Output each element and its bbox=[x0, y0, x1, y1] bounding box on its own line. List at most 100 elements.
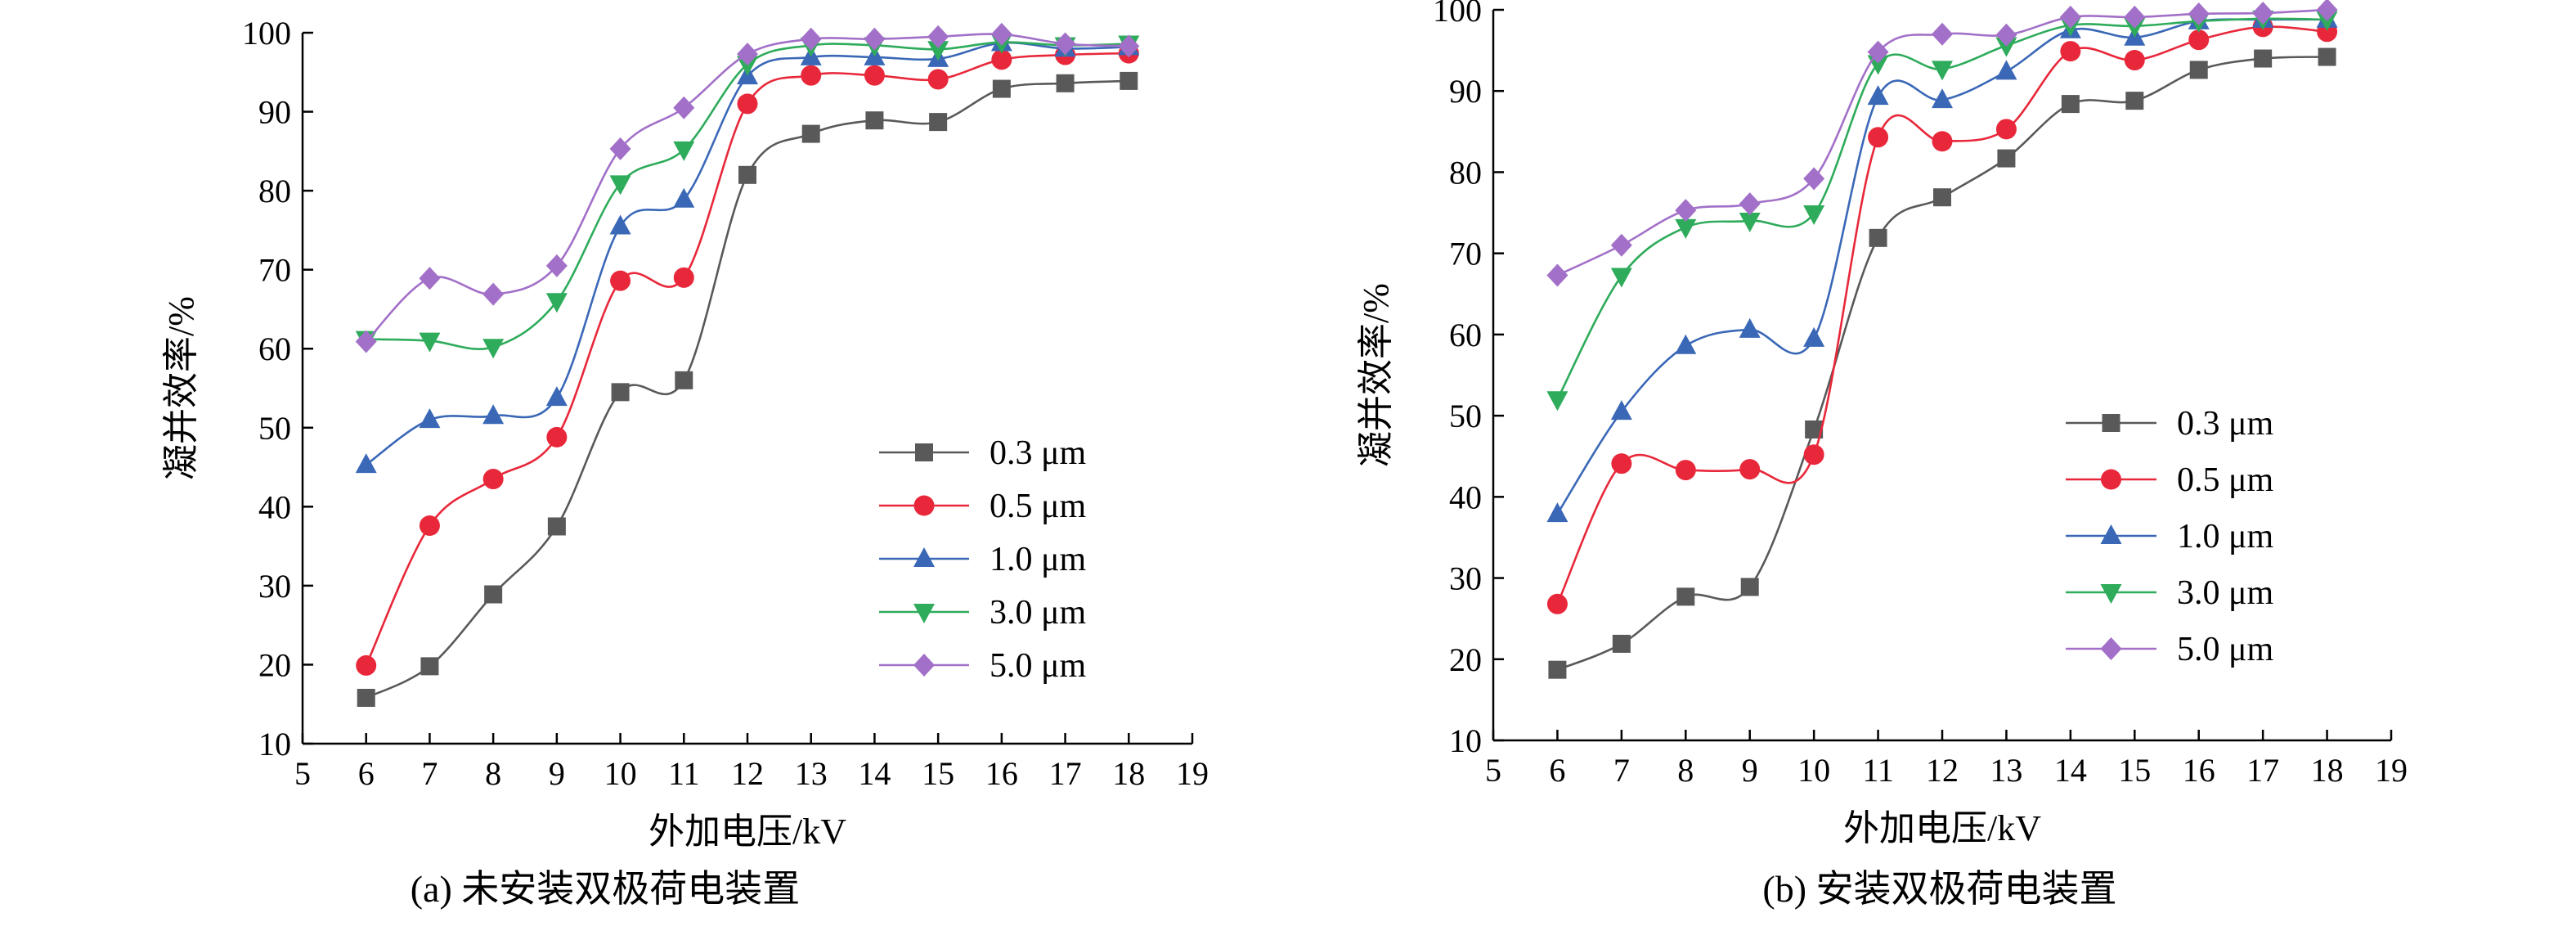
data-point bbox=[1932, 88, 1953, 109]
panel-b: 5 6 7 8 9 10 11 12 13 14 15 16 17 18 19 10 20 30 40 50 60 70 8… bbox=[1356, 0, 2408, 910]
data-point bbox=[1546, 593, 1568, 614]
data-point bbox=[611, 383, 630, 402]
data-point bbox=[737, 43, 758, 66]
x-tick-label: 17 bbox=[1049, 755, 1082, 792]
data-point bbox=[1803, 167, 1825, 191]
x-tick-label: 7 bbox=[421, 755, 438, 792]
x-tick-label: 13 bbox=[1990, 752, 2022, 789]
x-tick-label: 11 bbox=[668, 755, 700, 792]
legend-label: 0.5 μm bbox=[990, 488, 1087, 525]
x-axis-label: 外加电压/kV bbox=[1843, 808, 2041, 848]
x-tick-label: 5 bbox=[1485, 752, 1501, 789]
data-point bbox=[419, 515, 440, 537]
data-point bbox=[1546, 391, 1568, 412]
x-tick-label: 11 bbox=[1862, 752, 1894, 789]
legend-item: 1.0 μm bbox=[2066, 518, 2274, 555]
x-tick-label: 9 bbox=[549, 755, 565, 792]
data-point bbox=[546, 426, 568, 448]
data-point bbox=[1054, 32, 1076, 56]
y-axis-label: 凝并效率/% bbox=[1356, 283, 1396, 467]
x-tick-label: 12 bbox=[731, 755, 764, 792]
data-point bbox=[482, 469, 504, 490]
data-point bbox=[2061, 95, 2080, 114]
panel-caption: (b) 安装双极荷电装置 bbox=[1762, 868, 2116, 910]
data-point bbox=[1056, 74, 1075, 92]
y-tick-label: 80 bbox=[258, 173, 291, 209]
data-point bbox=[992, 79, 1011, 98]
legend-item: 5.0 μm bbox=[879, 647, 1087, 685]
x-tick-label: 5 bbox=[294, 755, 311, 792]
data-point bbox=[610, 270, 631, 291]
data-point bbox=[356, 654, 377, 676]
legend-label: 0.3 μm bbox=[2177, 405, 2274, 443]
data-point bbox=[1118, 34, 1140, 58]
y-axis-label: 凝并效率/% bbox=[161, 296, 201, 480]
data-point bbox=[609, 175, 631, 196]
data-point bbox=[1739, 192, 1761, 216]
data-point bbox=[673, 141, 695, 161]
data-point bbox=[1739, 317, 1761, 338]
data-point bbox=[1610, 268, 1632, 288]
series-2 bbox=[1546, 7, 2338, 523]
legend-marker bbox=[913, 495, 935, 516]
data-point bbox=[2318, 47, 2336, 66]
data-point bbox=[1675, 218, 1697, 239]
data-point bbox=[1675, 199, 1697, 223]
data-point bbox=[1546, 502, 1568, 523]
data-point bbox=[1932, 61, 1953, 81]
series-1 bbox=[1546, 16, 2338, 614]
data-point bbox=[2252, 1, 2274, 25]
y-tick-label: 100 bbox=[1433, 0, 1482, 29]
data-point bbox=[2188, 2, 2210, 25]
legend-marker bbox=[913, 604, 935, 623]
legend-item: 5.0 μm bbox=[2066, 631, 2274, 668]
series-4 bbox=[1546, 0, 2338, 287]
x-tick-label: 19 bbox=[1176, 755, 1209, 792]
data-point bbox=[482, 404, 505, 425]
y-tick-label: 10 bbox=[1449, 722, 1482, 759]
y-tick-label: 80 bbox=[1449, 154, 1482, 191]
data-point bbox=[1611, 453, 1632, 474]
data-point bbox=[2124, 50, 2145, 71]
data-point bbox=[547, 517, 566, 536]
data-point bbox=[2254, 49, 2273, 68]
legend: 0.3 μm 0.5 μm 1.0 μm 3.0 μm 5.0 μm bbox=[2066, 405, 2274, 668]
y-tick-label: 60 bbox=[1449, 317, 1482, 353]
data-point bbox=[927, 25, 949, 48]
legend-marker bbox=[2102, 414, 2120, 432]
data-point bbox=[355, 453, 377, 474]
data-point bbox=[2059, 5, 2081, 29]
data-point bbox=[1995, 37, 2017, 57]
data-point bbox=[1805, 420, 1824, 439]
x-tick-label: 12 bbox=[1926, 752, 1959, 789]
data-point bbox=[673, 96, 695, 119]
y-tick-label: 50 bbox=[1449, 398, 1482, 434]
data-point bbox=[419, 332, 441, 353]
x-tick-label: 14 bbox=[858, 755, 891, 792]
legend-item: 0.3 μm bbox=[2066, 405, 2274, 443]
data-point bbox=[738, 165, 756, 184]
legend-label: 0.3 μm bbox=[990, 434, 1087, 472]
legend-marker bbox=[2100, 637, 2122, 660]
data-point bbox=[1867, 40, 1889, 64]
data-point bbox=[482, 282, 505, 306]
y-tick-label: 90 bbox=[258, 94, 291, 131]
data-point bbox=[2060, 41, 2081, 62]
data-point bbox=[545, 293, 568, 313]
data-point bbox=[990, 22, 1012, 46]
data-point bbox=[2316, 0, 2338, 21]
x-tick-label: 6 bbox=[1549, 752, 1565, 789]
data-point bbox=[545, 386, 568, 407]
data-point bbox=[1675, 460, 1696, 481]
data-point bbox=[801, 65, 822, 86]
y-tick-label: 60 bbox=[258, 331, 291, 367]
data-point bbox=[800, 27, 822, 51]
legend-marker bbox=[913, 547, 935, 567]
x-tick-label: 9 bbox=[1742, 752, 1758, 789]
data-point bbox=[673, 267, 694, 288]
data-point bbox=[1546, 263, 1568, 287]
x-tick-label: 15 bbox=[922, 755, 954, 792]
y-tick-label: 90 bbox=[1449, 73, 1482, 110]
legend-label: 0.5 μm bbox=[2177, 461, 2274, 499]
data-point bbox=[420, 657, 439, 676]
